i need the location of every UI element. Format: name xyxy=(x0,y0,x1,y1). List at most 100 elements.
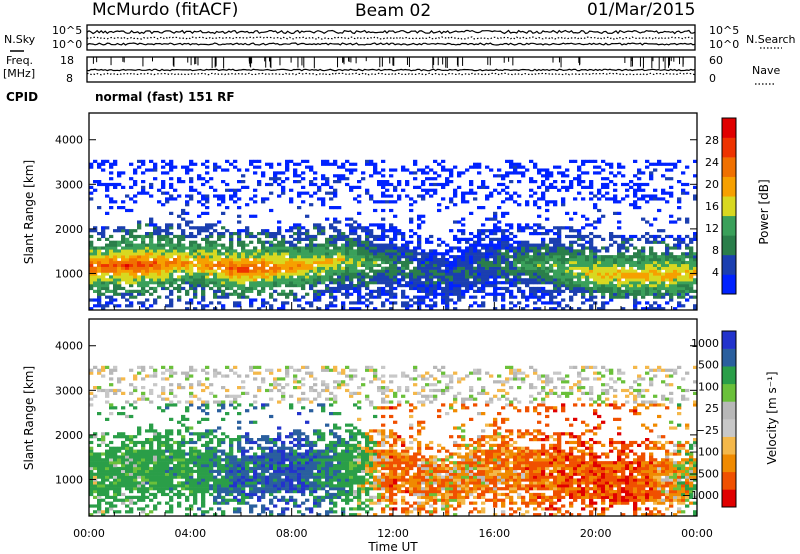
power-cell xyxy=(149,278,154,282)
power-cell xyxy=(373,162,378,166)
power-cell xyxy=(417,301,422,305)
freq-tick-top: 18 xyxy=(60,54,74,67)
power-cell xyxy=(649,304,654,308)
velocity-cell xyxy=(169,417,174,421)
power-cell xyxy=(589,260,594,265)
power-cell xyxy=(529,232,534,236)
velocity-cell xyxy=(125,400,130,404)
power-cell xyxy=(353,260,358,265)
power-cell xyxy=(681,252,686,256)
power-cell xyxy=(413,200,418,204)
power-colorbar-frame xyxy=(721,117,737,295)
velocity-cell xyxy=(141,484,146,488)
power-cell xyxy=(109,258,114,262)
power-cell xyxy=(665,258,670,262)
power-cell xyxy=(401,263,406,267)
power-cell xyxy=(393,272,398,276)
power-cell xyxy=(581,275,586,279)
power-cell xyxy=(237,278,242,282)
power-cell xyxy=(505,272,510,276)
power-cell xyxy=(577,174,582,178)
velocity-cell xyxy=(177,400,182,404)
power-cell xyxy=(613,211,618,215)
power-cell xyxy=(413,275,418,279)
power-cell xyxy=(461,223,466,227)
power-cell xyxy=(297,206,302,210)
power-cell xyxy=(617,162,622,166)
power-cell xyxy=(665,260,670,265)
power-cell xyxy=(185,171,190,175)
power-cell xyxy=(529,249,534,253)
power-cell xyxy=(137,275,142,279)
power-cell xyxy=(621,292,626,296)
velocity-cell xyxy=(161,461,166,465)
power-cell xyxy=(565,275,570,279)
power-cell xyxy=(269,292,274,296)
power-cell xyxy=(433,292,438,296)
power-cell xyxy=(577,278,582,282)
velocity-cell xyxy=(213,464,218,468)
power-cell xyxy=(293,292,298,296)
power-cell xyxy=(213,229,218,233)
power-cell xyxy=(441,263,446,267)
power-cell xyxy=(361,301,366,305)
power-cell xyxy=(689,284,694,288)
power-cell xyxy=(325,269,330,273)
velocity-cell xyxy=(141,475,146,479)
power-cell xyxy=(605,289,610,293)
power-cell xyxy=(509,307,514,311)
velocity-cell xyxy=(137,484,142,488)
power-cell xyxy=(373,269,378,273)
power-cell xyxy=(225,275,230,279)
power-cell xyxy=(333,240,338,244)
power-cell xyxy=(297,252,302,256)
power-cell xyxy=(273,232,278,236)
power-cell xyxy=(229,162,234,166)
power-cell xyxy=(557,232,562,236)
velocity-cell xyxy=(89,397,94,401)
power-cell xyxy=(149,272,154,276)
velocity-cell xyxy=(157,461,162,465)
power-cell xyxy=(465,191,470,195)
power-cell xyxy=(589,272,594,276)
power-cell xyxy=(261,258,266,262)
power-cell xyxy=(397,180,402,184)
power-cell xyxy=(181,249,186,253)
velocity-cell xyxy=(165,501,170,505)
power-cell xyxy=(557,243,562,247)
power-cell xyxy=(601,286,606,291)
power-cell xyxy=(453,266,458,270)
power-cell xyxy=(449,174,454,178)
power-cell xyxy=(101,159,106,163)
power-cell xyxy=(569,243,574,247)
velocity-cell xyxy=(213,455,218,459)
power-cell xyxy=(669,234,674,239)
power-cell xyxy=(613,174,618,178)
power-cell xyxy=(433,191,438,195)
power-cell xyxy=(389,174,394,178)
power-cell xyxy=(237,263,242,267)
power-cell xyxy=(633,269,638,273)
power-cell xyxy=(137,284,142,288)
power-cell xyxy=(609,272,614,276)
power-cell xyxy=(213,263,218,267)
power-cell xyxy=(305,258,310,262)
power-cell xyxy=(341,272,346,276)
power-cell xyxy=(585,284,590,288)
power-cell xyxy=(213,188,218,192)
velocity-cell xyxy=(149,487,154,491)
velocity-cell xyxy=(105,469,110,473)
velocity-cell xyxy=(189,475,194,479)
power-cell xyxy=(493,289,498,293)
power-cell xyxy=(641,307,646,311)
power-cell xyxy=(145,258,150,262)
power-cell xyxy=(641,197,646,201)
velocity-cell xyxy=(117,510,122,514)
power-cell xyxy=(517,281,522,285)
power-cell xyxy=(285,252,290,256)
velocity-cell xyxy=(169,461,174,465)
velocity-cell xyxy=(181,414,186,419)
power-cell xyxy=(605,162,610,166)
power-cell xyxy=(609,234,614,239)
power-cell xyxy=(501,292,506,296)
